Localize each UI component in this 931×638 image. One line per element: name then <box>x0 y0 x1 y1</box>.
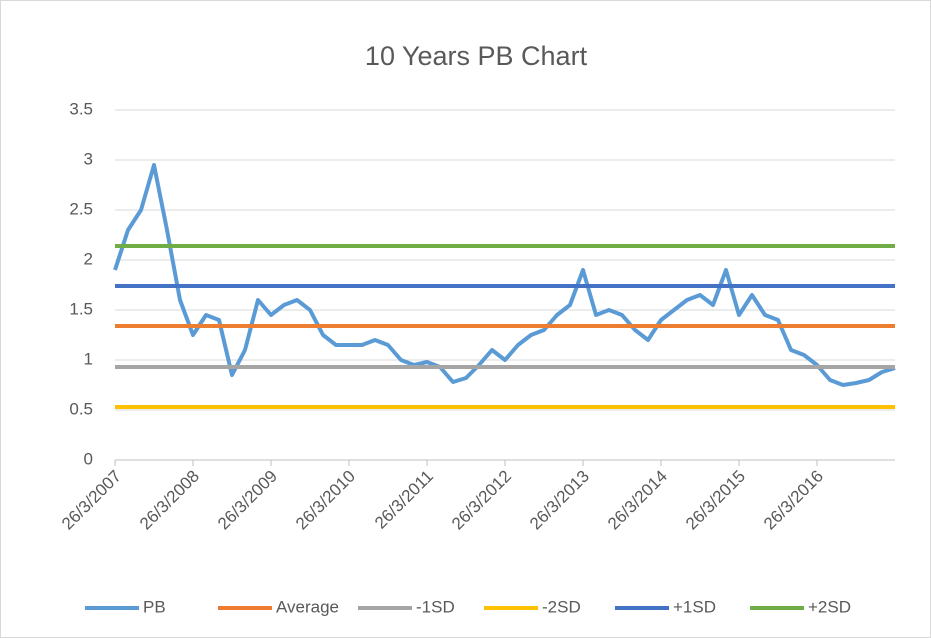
y-tick-label: 0.5 <box>69 399 93 418</box>
y-tick-label: 1 <box>84 349 93 368</box>
y-tick-label: 3 <box>84 149 93 168</box>
series-line <box>113 163 896 387</box>
y-tick-label: 2 <box>84 249 93 268</box>
chart-title: 10 Years PB Chart <box>365 41 588 71</box>
legend-label: +1SD <box>673 597 716 616</box>
legend-label: +2SD <box>808 597 851 616</box>
legend-label: -2SD <box>542 597 581 616</box>
y-tick-label: 3.5 <box>69 99 93 118</box>
legend-label: PB <box>143 597 166 616</box>
legend-label: Average <box>276 597 339 616</box>
legend-label: -1SD <box>416 597 455 616</box>
y-tick-label: 0 <box>84 449 93 468</box>
y-tick-label: 2.5 <box>69 199 93 218</box>
y-tick-label: 1.5 <box>69 299 93 318</box>
